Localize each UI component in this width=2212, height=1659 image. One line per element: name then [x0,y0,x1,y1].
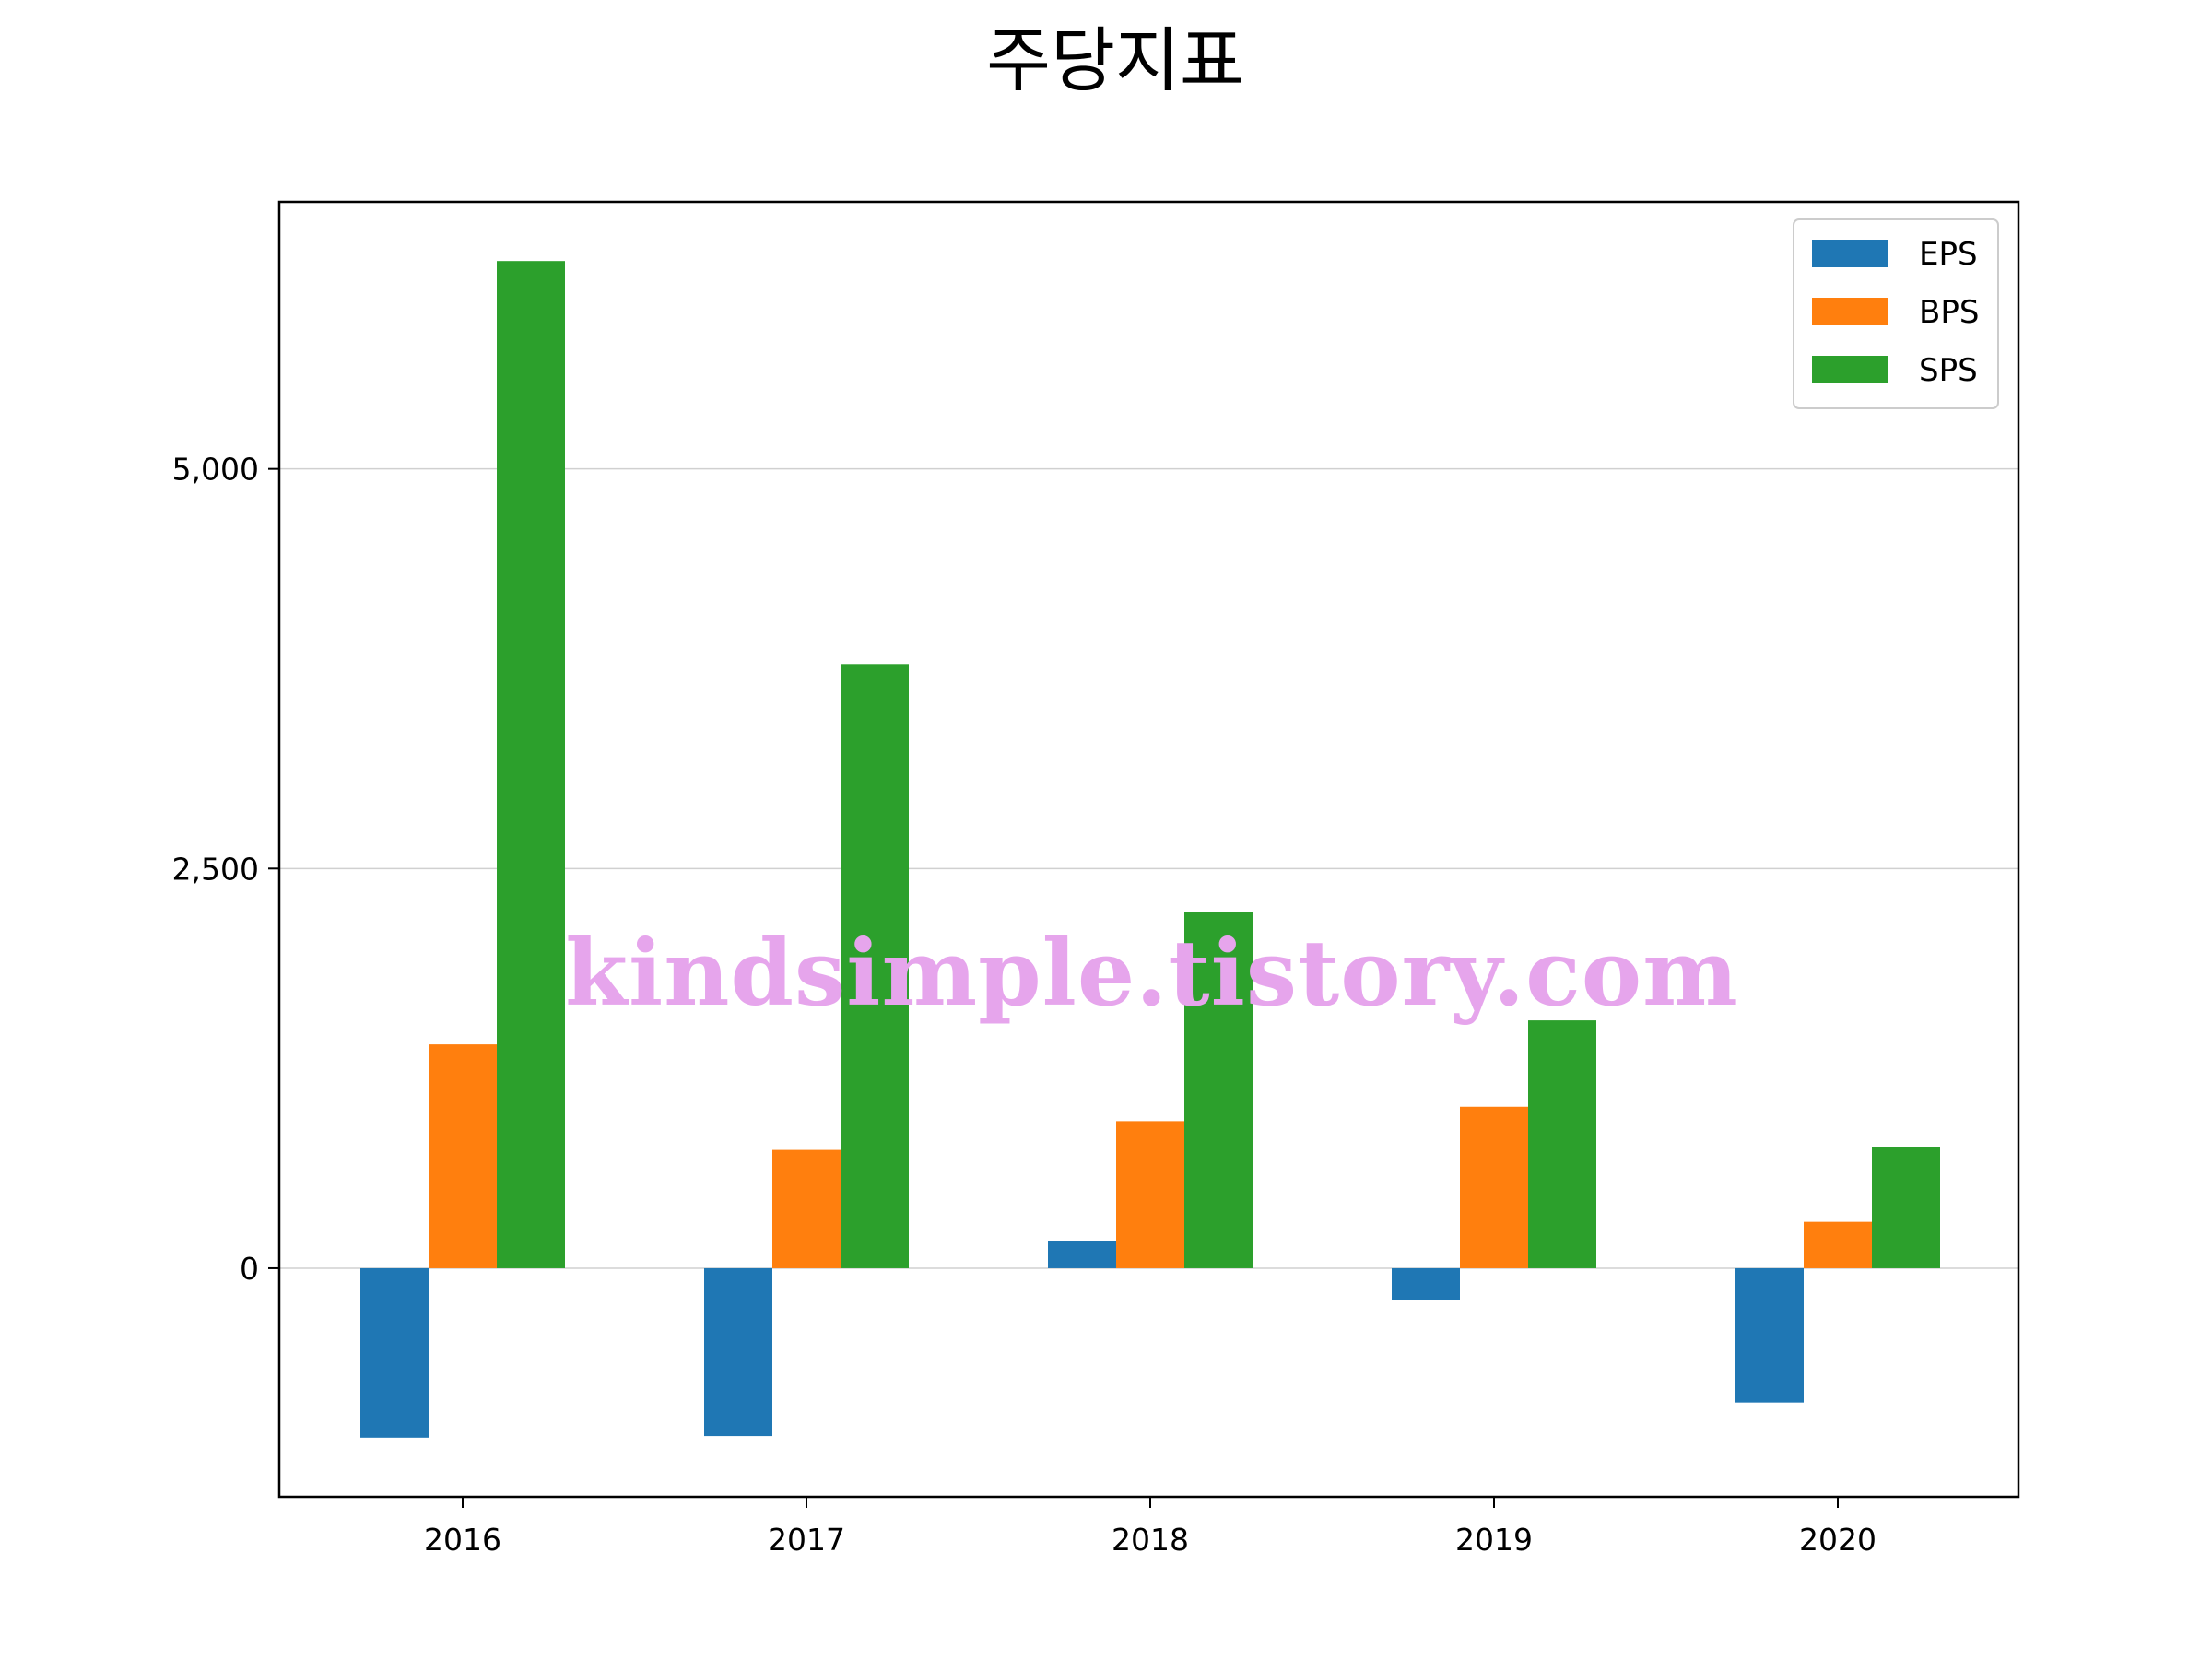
y-axis: 0 2,500 5,000 [172,452,279,1287]
x-tick-label: 2016 [424,1522,501,1558]
y-tick-label: 2,500 [172,851,259,887]
legend-swatch-sps [1812,356,1888,383]
legend-label-eps: EPS [1919,236,1978,273]
bar-sps-2017 [841,664,909,1268]
plot-frame [277,200,2020,1499]
bar-sps-2020 [1872,1147,1940,1268]
chart-title: 주당지표 [986,19,1244,101]
x-tick-label: 2019 [1455,1522,1533,1558]
watermark: kindsimple.tistory.com [565,921,1739,1027]
legend-label-bps: BPS [1919,294,1979,331]
x-tick-label: 2018 [1112,1522,1189,1558]
bar-eps-2017 [704,1267,772,1437]
bar-sps-2018 [1184,912,1253,1268]
legend-swatch-bps [1812,298,1888,325]
bar-eps-2018 [1048,1241,1116,1268]
y-tick-label: 5,000 [172,452,259,488]
bar-sps-2016 [497,261,565,1268]
bar-eps-2020 [1735,1267,1804,1403]
bars [360,261,1940,1438]
bar-eps-2016 [360,1267,429,1438]
bar-bps-2019 [1460,1106,1528,1268]
bar-bps-2020 [1804,1221,1872,1268]
bar-bps-2018 [1116,1121,1184,1268]
y-tick-label: 0 [240,1251,259,1287]
bar-bps-2016 [429,1044,497,1268]
legend-label-sps: SPS [1919,352,1978,389]
x-axis: 2016 2017 2018 2019 2020 [424,1497,1877,1558]
bar-bps-2017 [772,1149,841,1268]
bar-eps-2019 [1392,1267,1460,1300]
x-tick-label: 2017 [768,1522,845,1558]
legend-swatch-eps [1812,240,1888,267]
bar-sps-2019 [1528,1020,1596,1268]
x-tick-label: 2020 [1799,1522,1877,1558]
legend: EPS BPS SPS [1793,218,1999,409]
